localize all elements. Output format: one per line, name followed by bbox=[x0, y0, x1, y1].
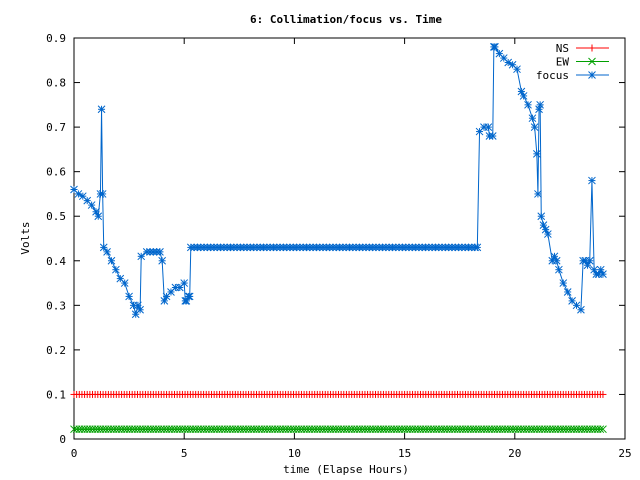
data-point bbox=[103, 248, 111, 256]
data-point bbox=[577, 305, 585, 314]
data-point bbox=[552, 256, 561, 265]
data-point bbox=[136, 305, 144, 314]
y-axis: 0 0.1 0.2 0.3 0.4 0.5 0.6 0.7 0.8 0.9 bbox=[46, 32, 625, 446]
data-point bbox=[585, 256, 594, 265]
data-point bbox=[563, 288, 572, 296]
data-point bbox=[120, 279, 129, 287]
data-point bbox=[596, 425, 605, 434]
data-point bbox=[180, 279, 189, 287]
y-tick-label: 0.8 bbox=[46, 77, 66, 90]
legend-marker bbox=[588, 44, 596, 52]
data-point bbox=[112, 265, 120, 274]
series-EW bbox=[70, 425, 607, 434]
data-point bbox=[99, 243, 108, 252]
series-NS bbox=[70, 390, 607, 398]
data-point bbox=[519, 92, 528, 100]
data-point bbox=[98, 190, 107, 198]
data-point bbox=[535, 105, 543, 114]
data-point bbox=[107, 256, 116, 265]
x-tick-label: 0 bbox=[71, 447, 78, 460]
y-tick-label: 0.1 bbox=[46, 388, 66, 401]
data-point bbox=[185, 292, 194, 301]
data-point bbox=[513, 65, 521, 74]
data-point bbox=[94, 212, 103, 221]
y-tick-label: 0.4 bbox=[46, 255, 66, 268]
data-point bbox=[488, 132, 497, 140]
data-point bbox=[532, 149, 541, 158]
data-point bbox=[599, 425, 607, 434]
legend-marker bbox=[588, 57, 596, 66]
data-point bbox=[528, 114, 537, 123]
series-line bbox=[73, 46, 604, 315]
data-point bbox=[491, 43, 499, 51]
y-axis-label: Volts bbox=[19, 221, 32, 254]
x-tick-label: 20 bbox=[508, 447, 521, 460]
x-tick-label: 25 bbox=[618, 447, 631, 460]
data-point bbox=[537, 212, 546, 221]
data-point bbox=[530, 123, 539, 131]
data-point bbox=[125, 292, 133, 301]
legend-label: EW bbox=[556, 56, 570, 69]
data-point bbox=[97, 105, 106, 114]
data-point bbox=[544, 230, 552, 238]
y-tick-label: 0.2 bbox=[46, 344, 66, 357]
y-tick-label: 0.9 bbox=[46, 32, 66, 45]
legend-label: NS bbox=[556, 42, 569, 55]
chart-title: 6: Collimation/focus vs. Time bbox=[250, 13, 442, 26]
x-tick-label: 10 bbox=[288, 447, 301, 460]
y-tick-label: 0.5 bbox=[46, 210, 66, 223]
data-point bbox=[156, 248, 164, 256]
data-point bbox=[524, 100, 532, 109]
data-point bbox=[137, 252, 146, 261]
data-point bbox=[588, 176, 596, 185]
data-point bbox=[599, 270, 607, 278]
data-point bbox=[534, 190, 542, 198]
y-tick-label: 0.7 bbox=[46, 121, 66, 134]
series-layer bbox=[70, 43, 607, 434]
data-point bbox=[473, 243, 482, 252]
plot-frame bbox=[73, 37, 626, 440]
data-point bbox=[158, 256, 167, 265]
x-axis: 0 5 10 15 20 25 bbox=[71, 38, 632, 460]
x-tick-label: 15 bbox=[398, 447, 411, 460]
y-tick-label: 0.3 bbox=[46, 299, 66, 312]
y-tick-label: 0 bbox=[59, 433, 66, 446]
data-point bbox=[599, 390, 607, 398]
series-focus bbox=[70, 43, 607, 319]
x-axis-label: time (Elapse Hours) bbox=[283, 463, 409, 476]
data-point bbox=[87, 201, 96, 209]
x-tick-label: 5 bbox=[181, 447, 188, 460]
y-tick-label: 0.6 bbox=[46, 166, 66, 179]
data-point bbox=[559, 279, 568, 287]
data-point bbox=[536, 100, 544, 109]
legend-label: focus bbox=[536, 69, 569, 82]
data-point bbox=[484, 123, 493, 131]
data-point bbox=[555, 265, 563, 274]
legend-marker bbox=[588, 71, 596, 79]
